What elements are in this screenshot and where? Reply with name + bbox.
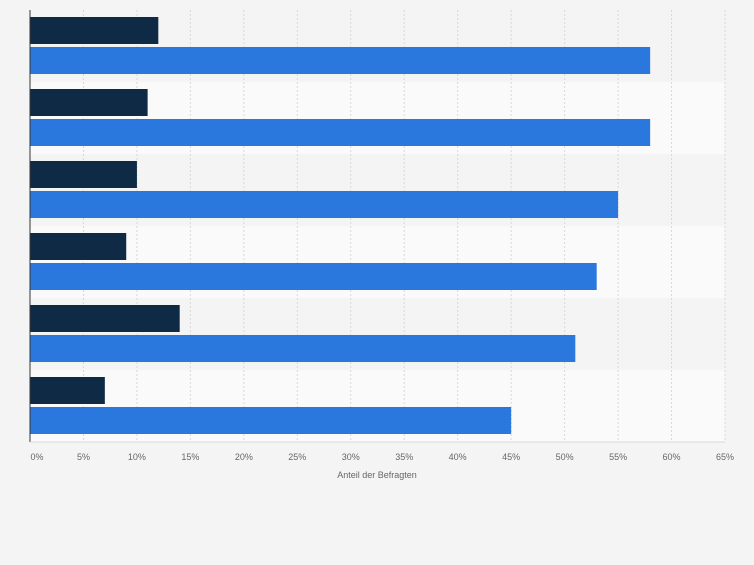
bar[interactable] [30,377,105,404]
gridlines [82,10,726,442]
bar[interactable] [30,89,148,116]
bar[interactable] [30,161,137,188]
x-tick-label: 15% [181,452,199,462]
x-tick-label: 5% [77,452,90,462]
x-tick-label: 0% [30,452,43,462]
bar[interactable] [30,17,159,44]
bar[interactable] [30,335,576,362]
bar[interactable] [30,191,619,218]
x-tick-label: 20% [235,452,253,462]
bars [30,17,651,434]
x-tick-label: 35% [395,452,413,462]
x-tick-label: 50% [556,452,574,462]
x-tick-label: 40% [449,452,467,462]
x-tick-label: 30% [342,452,360,462]
category-bands [30,10,725,442]
x-axis-label: Anteil der Befragten [337,470,417,480]
bar[interactable] [30,263,597,290]
x-tick-label: 25% [288,452,306,462]
bar[interactable] [30,119,651,146]
x-tick-label: 10% [128,452,146,462]
x-tick-label: 55% [609,452,627,462]
x-tick-labels: 0% 5% 10% 15% 20% 25% 30% 35% 40% 45% 50% 55% 60% 65% [30,452,734,462]
bar[interactable] [30,407,512,434]
x-tick-label: 60% [663,452,681,462]
axes [29,10,725,443]
bar[interactable] [30,233,127,260]
bar[interactable] [30,305,180,332]
bar[interactable] [30,47,651,74]
x-tick-label: 45% [502,452,520,462]
x-tick-label: 65% [716,452,734,462]
